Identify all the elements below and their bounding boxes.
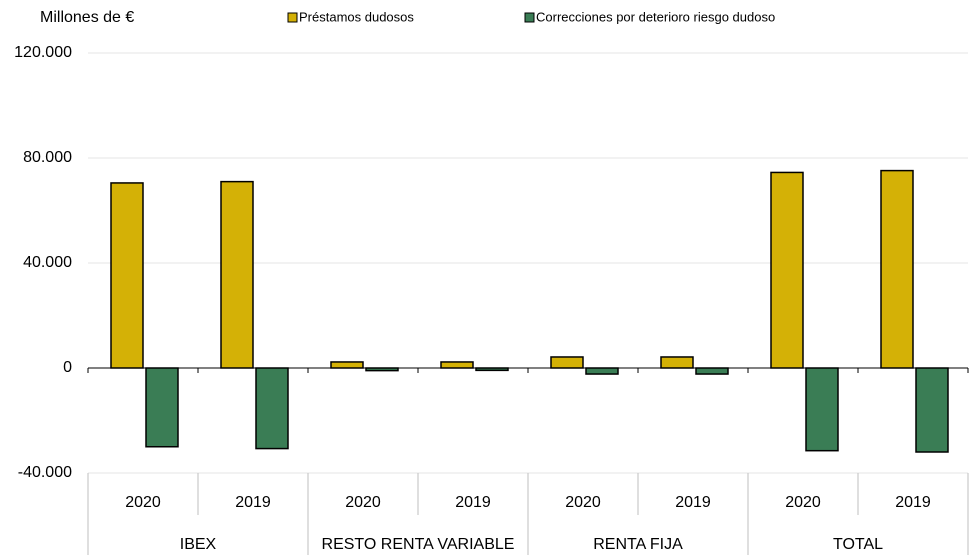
- y-tick-label: 120.000: [14, 44, 72, 61]
- x-tick-label: 2020: [345, 494, 381, 511]
- y-tick-label: -40.000: [18, 464, 72, 481]
- bar: [770, 171, 804, 369]
- x-tick-label: 2019: [235, 494, 271, 511]
- group-label: IBEX: [180, 536, 217, 553]
- bar: [805, 367, 839, 452]
- legend-swatch: [524, 12, 535, 23]
- legend-label: Correcciones por deterioro riesgo dudoso: [536, 9, 775, 24]
- x-tick-label: 2020: [125, 494, 161, 511]
- x-tick-label: 2019: [895, 494, 931, 511]
- chart-title: Millones de €: [40, 9, 134, 26]
- bar: [915, 367, 949, 453]
- group-label: TOTAL: [833, 536, 883, 553]
- bar: [330, 361, 364, 369]
- y-tick-label: 40.000: [23, 254, 72, 271]
- bar: [585, 367, 619, 375]
- bar: [220, 180, 254, 369]
- bar: [695, 367, 729, 375]
- group-label: RENTA FIJA: [593, 536, 683, 553]
- bar: [550, 356, 584, 369]
- bar: [145, 367, 179, 448]
- bar: [255, 367, 289, 450]
- legend-swatch: [287, 12, 298, 23]
- bar: [880, 169, 914, 369]
- bar: [660, 356, 694, 369]
- x-tick-label: 2019: [455, 494, 491, 511]
- x-tick-label: 2020: [565, 494, 601, 511]
- x-tick-label: 2019: [675, 494, 711, 511]
- group-label: RESTO RENTA VARIABLE: [322, 536, 515, 553]
- y-tick-label: 0: [63, 359, 72, 376]
- bar: [440, 361, 474, 369]
- legend-label: Préstamos dudosos: [299, 9, 414, 24]
- x-tick-label: 2020: [785, 494, 821, 511]
- y-tick-label: 80.000: [23, 149, 72, 166]
- bar: [110, 182, 144, 369]
